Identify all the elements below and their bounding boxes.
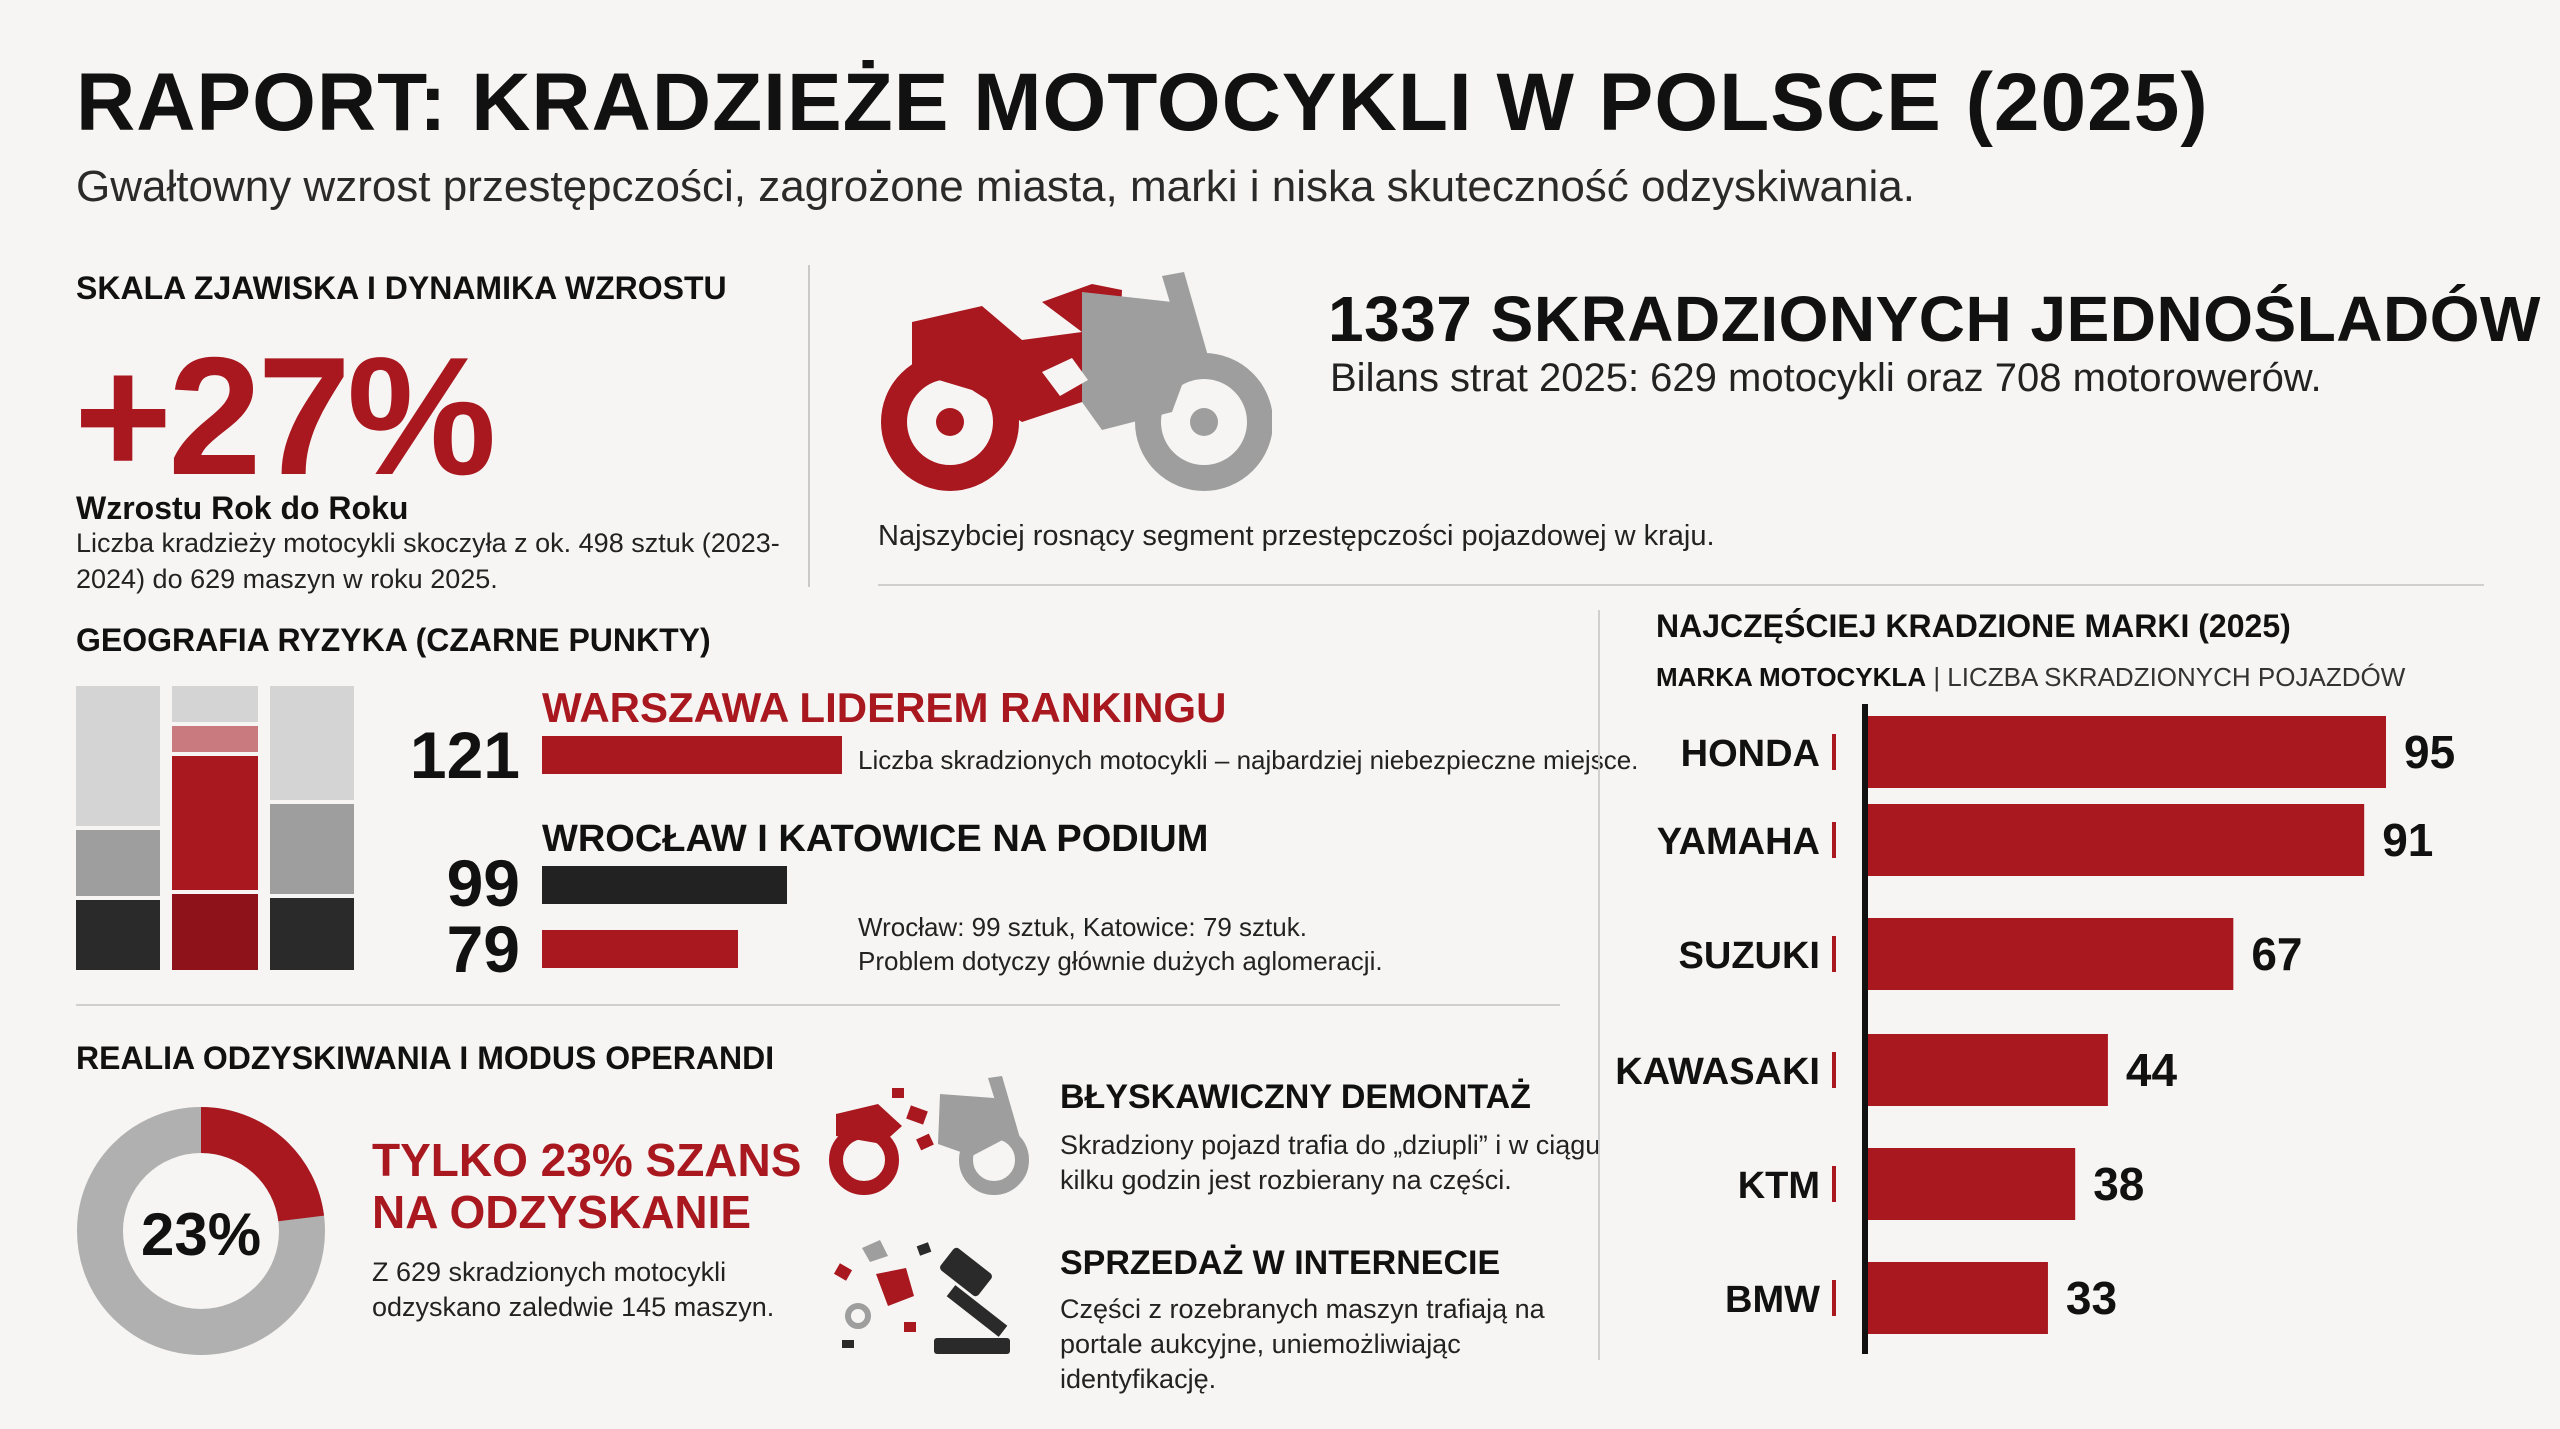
dismantled-motorcycle-icon	[829, 1076, 1029, 1195]
podium-note-1: Wrocław: 99 sztuk, Katowice: 79 sztuk.	[858, 912, 1307, 942]
katowice-bar	[542, 930, 738, 968]
motorcycle-icon	[881, 272, 1272, 491]
modus-title-1: BŁYSKAWICZNY DEMONTAŻ	[1060, 1078, 1531, 1116]
brands-sub-rest: | LICZBA SKRADZIONYCH POJAZDÓW	[1926, 662, 2406, 692]
brand-label: KTM	[1738, 1165, 1820, 1207]
brands-bar-chart: HONDA 95 YAMAHA 91 SUZUKI 67 KAWASAKI 44 KTM 38 BM…	[1615, 704, 2455, 1354]
brand-tick	[1832, 1166, 1836, 1202]
katowice-value: 79	[446, 912, 520, 986]
scale-heading: SKALA ZJAWISKA I DYNAMIKA WZROSTU	[76, 270, 727, 306]
growth-description: Liczba kradzieży motocykli skoczyła z ok…	[76, 528, 780, 594]
brand-bar	[1868, 1262, 2048, 1334]
divider	[878, 584, 2484, 586]
wroclaw-value: 99	[446, 846, 520, 920]
page-subtitle: Gwałtowny wzrost przestępczości, zagrożo…	[76, 162, 1915, 211]
segment-note: Najszybciej rosnący segment przestępczoś…	[878, 520, 1715, 552]
brand-bar	[1868, 804, 2365, 876]
divider	[808, 265, 810, 587]
recovery-description: Z 629 skradzionych motocykli odzyskano z…	[372, 1257, 775, 1323]
brand-tick	[1832, 822, 1836, 858]
brand-bar	[1868, 1034, 2108, 1106]
recovery-donut	[77, 1107, 325, 1355]
stolen-total-heading: 1337 SKRADZIONYCH JEDNOŚLADÓW	[1328, 283, 2541, 355]
page-title: RAPORT: KRADZIEŻE MOTOCYKLI W POLSCE (20…	[76, 57, 2209, 148]
podium-heading: WROCŁAW I KATOWICE NA PODIUM	[542, 818, 1209, 860]
brand-label: SUZUKI	[1679, 935, 1820, 977]
recovery-heading: REALIA ODZYSKIWANIA I MODUS OPERANDI	[76, 1040, 775, 1076]
divider	[1598, 610, 1600, 1360]
brand-bar	[1868, 1148, 2076, 1220]
brand-label: KAWASAKI	[1615, 1051, 1820, 1093]
stolen-total-subheading: Bilans strat 2025: 629 motocykli oraz 70…	[1330, 356, 2322, 400]
donut-arc	[77, 1107, 325, 1355]
brand-label: BMW	[1725, 1279, 1820, 1321]
modus-title-2: SPRZEDAŻ W INTERNECIE	[1060, 1244, 1501, 1282]
growth-value: +27%	[74, 322, 496, 510]
modus-desc-1: Skradziony pojazd trafia do „dziupli” i …	[1060, 1130, 1601, 1196]
recovery-headline: TYLKO 23% SZANS NA ODZYSKANIE	[372, 1134, 802, 1239]
warsaw-value: 121	[409, 718, 520, 792]
warsaw-note: Liczba skradzionych motocykli – najbardz…	[858, 745, 1639, 775]
brand-bar	[1868, 716, 2386, 788]
brand-tick	[1832, 936, 1836, 972]
brand-label: HONDA	[1681, 733, 1820, 775]
chart-axis	[1862, 704, 1868, 1354]
brand-bar	[1868, 918, 2234, 990]
donut-value-label: 23%	[140, 1201, 262, 1268]
brand-value-label: 67	[2251, 928, 2302, 980]
brand-value-label: 38	[2093, 1158, 2144, 1210]
brand-value-label: 95	[2404, 726, 2455, 778]
warsaw-heading: WARSZAWA LIDEREM RANKINGU	[542, 684, 1227, 731]
city-blocks-icon	[76, 686, 354, 970]
brands-heading: NAJCZĘŚCIEJ KRADZIONE MARKI (2025)	[1656, 608, 2291, 644]
growth-label: Wzrostu Rok do Roku	[76, 490, 409, 526]
geography-heading: GEOGRAFIA RYZYKA (CZARNE PUNKTY)	[76, 622, 711, 658]
brands-sub-bold: MARKA MOTOCYKLA	[1656, 662, 1927, 692]
brand-value-label: 91	[2382, 814, 2433, 866]
brands-subheading: MARKA MOTOCYKLA | LICZBA SKRADZIONYCH PO…	[1656, 662, 2405, 693]
brand-label: YAMAHA	[1657, 821, 1820, 863]
podium-note-2: Problem dotyczy głównie dużych aglomerac…	[858, 946, 1383, 976]
brand-value-label: 33	[2066, 1272, 2117, 1324]
brand-value-label: 44	[2126, 1044, 2178, 1096]
warsaw-bar	[542, 736, 842, 774]
brand-tick	[1832, 1052, 1836, 1088]
modus-desc-2: Części z rozebranych maszyn trafiają na …	[1060, 1294, 1545, 1395]
auction-gavel-icon	[833, 1240, 1010, 1354]
brand-tick	[1832, 1280, 1836, 1316]
wroclaw-bar	[542, 866, 788, 904]
brand-tick	[1832, 734, 1836, 770]
divider	[76, 1004, 1560, 1006]
